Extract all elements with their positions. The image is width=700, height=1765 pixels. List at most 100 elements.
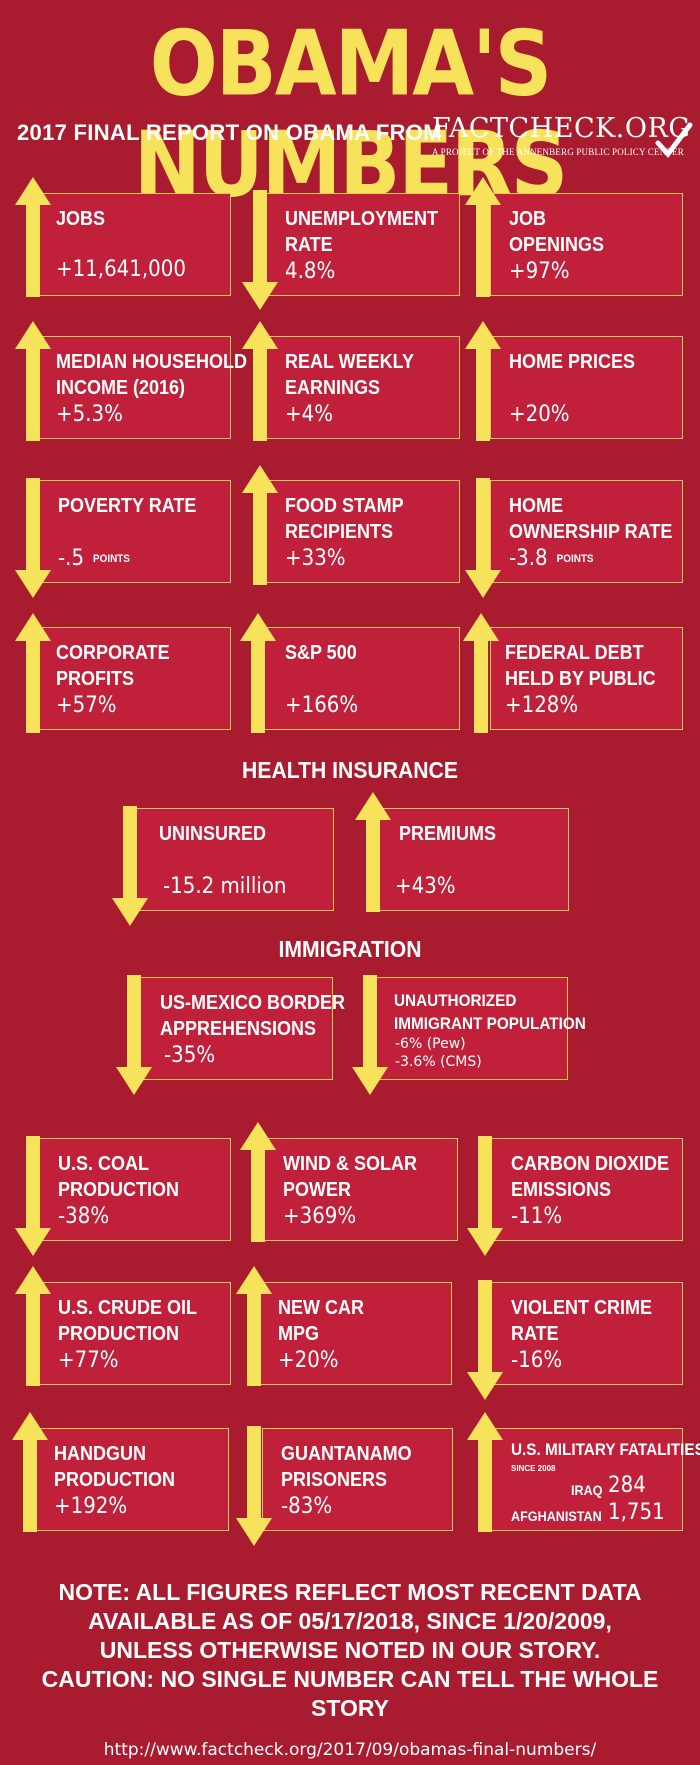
wind-solar-card: WIND & SOLAR POWER +369% [262, 1138, 458, 1241]
unemployment-label-2: RATE [285, 234, 333, 256]
premiums-label: PREMIUMS [399, 823, 497, 845]
home-ownership-value: -3.8 POINTS [509, 546, 594, 571]
co2-label-2: EMISSIONS [511, 1179, 612, 1201]
handgun-value: +192% [54, 1494, 128, 1519]
arrow-down-icon [242, 190, 278, 310]
wind-solar-value: +369% [283, 1204, 357, 1229]
page-title: OBAMA'S NUMBERS [133, 11, 568, 217]
arrow-down-icon [467, 1136, 503, 1256]
car-mpg-label: NEW CAR [278, 1297, 364, 1319]
unemployment-label: UNEMPLOYMENT [285, 208, 438, 230]
weekly-earnings-value: +4% [285, 402, 334, 427]
jobs-label: JOBS [56, 208, 106, 230]
home-ownership-label-2: OWNERSHIP RATE [509, 521, 673, 543]
uninsured-label: UNINSURED [159, 823, 267, 845]
arrow-up-icon [236, 1265, 272, 1387]
sp500-card: S&P 500 +166% [262, 627, 460, 730]
crude-oil-value: +77% [58, 1348, 119, 1373]
border-card: US-MEXICO BORDER APPREHENSIONS -35% [137, 977, 345, 1080]
food-stamps-card: FOOD STAMP RECIPIENTS +33% [262, 480, 460, 583]
logo-name: FACTCHECK.ORG [432, 113, 691, 144]
arrow-up-icon [15, 176, 51, 298]
sp500-value: +166% [285, 693, 359, 718]
weekly-earnings-card: REAL WEEKLY EARNINGS +4% [262, 336, 460, 439]
military-label: U.S. MILITARY FATALITIES [511, 1440, 700, 1459]
arrow-up-icon [467, 1411, 503, 1533]
uninsured-card: UNINSURED -15.2 million [132, 808, 334, 911]
poverty-card: POVERTY RATE -.5 POINTS [35, 480, 231, 583]
arrow-down-icon [467, 1280, 503, 1400]
home-ownership-card: HOME OWNERSHIP RATE -3.8 POINTS [490, 480, 683, 583]
corporate-profits-card: CORPORATE PROFITS +57% [35, 627, 231, 730]
federal-debt-label: FEDERAL DEBT [505, 642, 644, 664]
coal-card: U.S. COAL PRODUCTION -38% [35, 1138, 231, 1241]
footer-note-line-4: CAUTION: NO SINGLE NUMBER CAN TELL THE W… [41, 1666, 659, 1721]
poverty-number: -.5 [58, 546, 85, 571]
unauthorized-cms-value: -3.6% (CMS) [395, 1054, 482, 1070]
violent-crime-card: VIOLENT CRIME RATE -16% [490, 1282, 683, 1385]
corporate-profits-value: +57% [56, 693, 117, 718]
food-stamps-label: FOOD STAMP [285, 495, 404, 517]
unemployment-value: 4.8% [285, 259, 336, 284]
arrow-down-icon [15, 1136, 51, 1256]
handgun-card: HANDGUN PRODUCTION +192% [35, 1428, 229, 1531]
poverty-unit: POINTS [93, 553, 130, 565]
unauthorized-card: UNAUTHORIZED IMMIGRANT POPULATION -6% (P… [363, 977, 586, 1080]
home-ownership-label: HOME [509, 495, 563, 517]
poverty-label: POVERTY RATE [58, 495, 197, 517]
co2-value: -11% [511, 1204, 563, 1229]
border-value: -35% [164, 1043, 216, 1068]
section-immigration: IMMIGRATION [278, 936, 422, 962]
unauthorized-label: UNAUTHORIZED [394, 991, 517, 1010]
job-openings-card: JOB OPENINGS +97% [490, 193, 683, 296]
job-openings-label: JOB [509, 208, 547, 230]
coal-value: -38% [58, 1204, 110, 1229]
median-income-value: +5.3% [56, 402, 123, 427]
footer-note: NOTE: ALL FIGURES REFLECT MOST RECENT DA… [0, 1578, 700, 1723]
arrow-down-icon [116, 975, 152, 1095]
premiums-card: PREMIUMS +43% [366, 808, 569, 911]
home-prices-value: +20% [509, 402, 570, 427]
guantanamo-card: GUANTANAMO PRISONERS -83% [262, 1428, 453, 1531]
military-card: U.S. MILITARY FATALITIES SINCE 2008 IRAQ… [490, 1428, 700, 1531]
corporate-profits-label-2: PROFITS [56, 668, 135, 690]
car-mpg-value: +20% [278, 1348, 339, 1373]
violent-crime-label: VIOLENT CRIME [511, 1297, 653, 1319]
car-mpg-label-2: MPG [278, 1323, 320, 1345]
corporate-profits-label: CORPORATE [56, 642, 170, 664]
guantanamo-value: -83% [281, 1494, 333, 1519]
home-prices-label: HOME PRICES [509, 351, 636, 373]
checkmark-icon [655, 122, 693, 158]
uninsured-value: -15.2 million [163, 874, 287, 899]
border-label: US-MEXICO BORDER [160, 992, 346, 1014]
wind-solar-label-2: POWER [283, 1179, 352, 1201]
handgun-label: HANDGUN [54, 1443, 146, 1465]
median-income-card: MEDIAN HOUSEHOLD INCOME (2016) +5.3% [35, 336, 247, 439]
arrow-up-icon [15, 320, 51, 442]
co2-label: CARBON DIOXIDE [511, 1153, 670, 1175]
weekly-earnings-label-2: EARNINGS [285, 377, 381, 399]
median-income-label: MEDIAN HOUSEHOLD [56, 351, 248, 373]
car-mpg-card: NEW CAR MPG +20% [259, 1282, 452, 1385]
arrow-down-icon [112, 806, 148, 926]
unauthorized-pew-value: -6% (Pew) [395, 1036, 466, 1052]
arrow-down-icon [352, 975, 388, 1095]
source-url[interactable]: http://www.factcheck.org/2017/09/obamas-… [103, 1740, 597, 1760]
footer-note-line-2: AVAILABLE AS OF 05/17/2018, SINCE 1/20/2… [88, 1608, 612, 1634]
violent-crime-label-2: RATE [511, 1323, 559, 1345]
jobs-card: JOBS +11,641,000 [35, 193, 231, 296]
section-health-insurance: HEALTH INSURANCE [242, 757, 458, 783]
home-ownership-number: -3.8 [509, 546, 548, 571]
handgun-label-2: PRODUCTION [54, 1469, 176, 1491]
crude-oil-label: U.S. CRUDE OIL [58, 1297, 198, 1319]
federal-debt-label-2: HELD BY PUBLIC [505, 668, 656, 690]
page-subtitle: 2017 FINAL REPORT ON OBAMA FROM [17, 120, 442, 145]
violent-crime-value: -16% [511, 1348, 563, 1373]
federal-debt-card: FEDERAL DEBT HELD BY PUBLIC +128% [490, 627, 683, 730]
food-stamps-label-2: RECIPIENTS [285, 521, 394, 543]
sp500-label: S&P 500 [285, 642, 357, 664]
military-iraq-value: 284 [608, 1473, 646, 1498]
footer-note-line-3: UNLESS OTHERWISE NOTED IN OUR STORY. [99, 1637, 601, 1663]
coal-label-2: PRODUCTION [58, 1179, 180, 1201]
crude-oil-card: U.S. CRUDE OIL PRODUCTION +77% [35, 1282, 231, 1385]
